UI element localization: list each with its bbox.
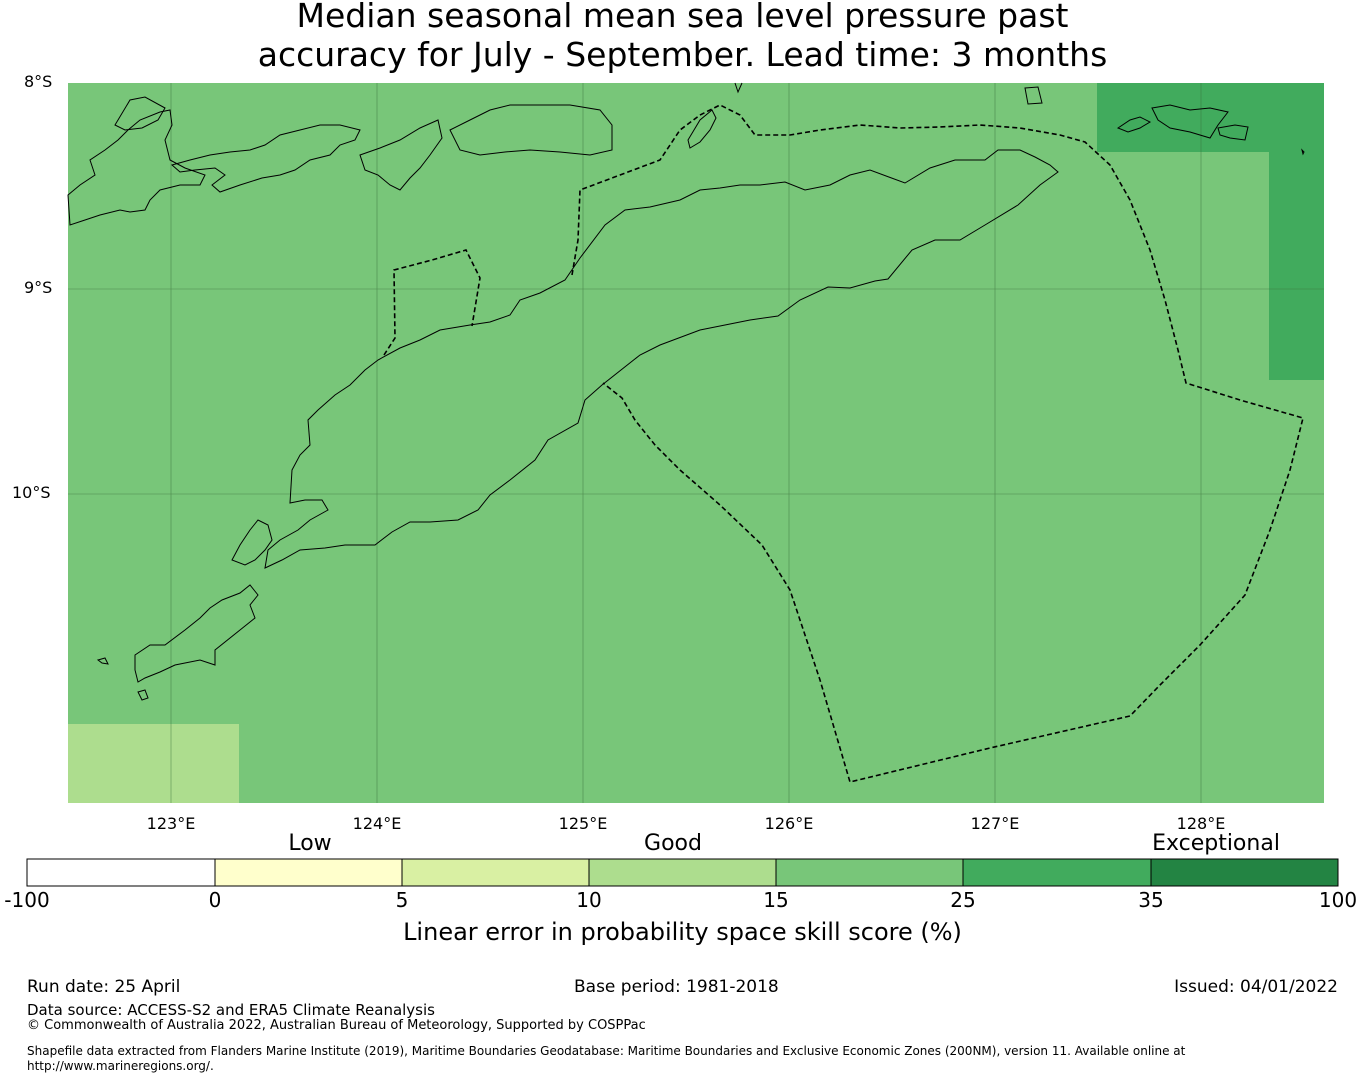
tick-minus-100: -100 [4,888,50,912]
skill-field-high-right [1269,152,1324,380]
run-date: Run date: 25 April [27,977,181,997]
lon-label-123e: 123°E [146,814,196,833]
title-line-2: accuracy for July - September. Lead time… [257,35,1108,74]
rote-island [134,584,259,683]
timor-leste-eez [571,104,1304,783]
skill-field-low [68,724,239,803]
timor-island [264,149,1059,569]
moa-island [1217,124,1249,141]
eez-boundaries [383,104,1304,783]
tick-100: 100 [1318,888,1358,912]
lat-label-10s: 10°S [12,483,51,502]
category-low: Low [288,831,332,856]
shapefile-credit-line-1: Shapefile data extracted from Flanders M… [27,1044,1186,1058]
atauro-north-island [449,104,613,156]
tick-10: 10 [576,888,602,912]
lat-label-9s: 9°S [24,278,53,297]
category-exceptional: Exceptional [1152,831,1280,856]
lon-label-126e: 126°E [764,814,814,833]
colorbar-swatch-4 [589,859,776,886]
tick-0: 0 [208,888,222,912]
chart-title: Median seasonal mean sea level pressure … [0,0,1365,74]
skill-field-high-top [1097,83,1324,152]
colorbar-swatch-5 [776,859,963,886]
lat-label-8s: 8°S [24,72,53,91]
coastlines [67,82,1305,701]
small-island-2 [96,657,109,665]
small-island-1 [137,689,149,701]
skill-field-base [68,83,1324,803]
alor-island [170,124,361,193]
category-good: Good [644,831,702,856]
lon-label-127e: 127°E [970,814,1020,833]
base-period: Base period: 1981-2018 [574,977,779,997]
flores-islands [67,109,206,226]
wetar-island [359,119,443,191]
semau-island [231,519,273,566]
colorbar-swatch-6 [963,859,1151,886]
lon-label-125e: 125°E [558,814,608,833]
colorbar-frame [26,858,1339,887]
kisar-island [1116,116,1152,133]
small-island-3 [1024,86,1043,105]
issued-date: Issued: 04/01/2022 [1174,977,1338,997]
colorbar-swatch-1 [27,859,215,886]
atauro-island [687,109,717,149]
tick-15: 15 [763,888,789,912]
leti-island [1151,104,1229,139]
shapefile-credit-url: http://www.marineregions.org/. [27,1059,214,1073]
colorbar-swatch-3 [402,859,589,886]
data-source: Data source: ACCESS-S2 and ERA5 Climate … [27,1001,435,1019]
copyright: © Commonwealth of Australia 2022, Austra… [27,1018,646,1033]
gridlines [68,83,1324,803]
tick-35: 35 [1138,888,1164,912]
tick-25: 25 [950,888,976,912]
lon-label-128e: 128°E [1176,814,1226,833]
oecusse-eez [383,249,481,356]
pantar-island [114,96,166,131]
title-line-1: Median seasonal mean sea level pressure … [296,0,1069,35]
colorbar-swatch-7 [1151,859,1338,886]
tick-5: 5 [395,888,409,912]
small-island-4 [1301,148,1305,156]
small-island-5 [734,82,743,94]
colorbar-axis-label: Linear error in probability space skill … [403,918,962,946]
lon-label-124e: 124°E [352,814,402,833]
colorbar-swatch-2 [215,859,402,886]
